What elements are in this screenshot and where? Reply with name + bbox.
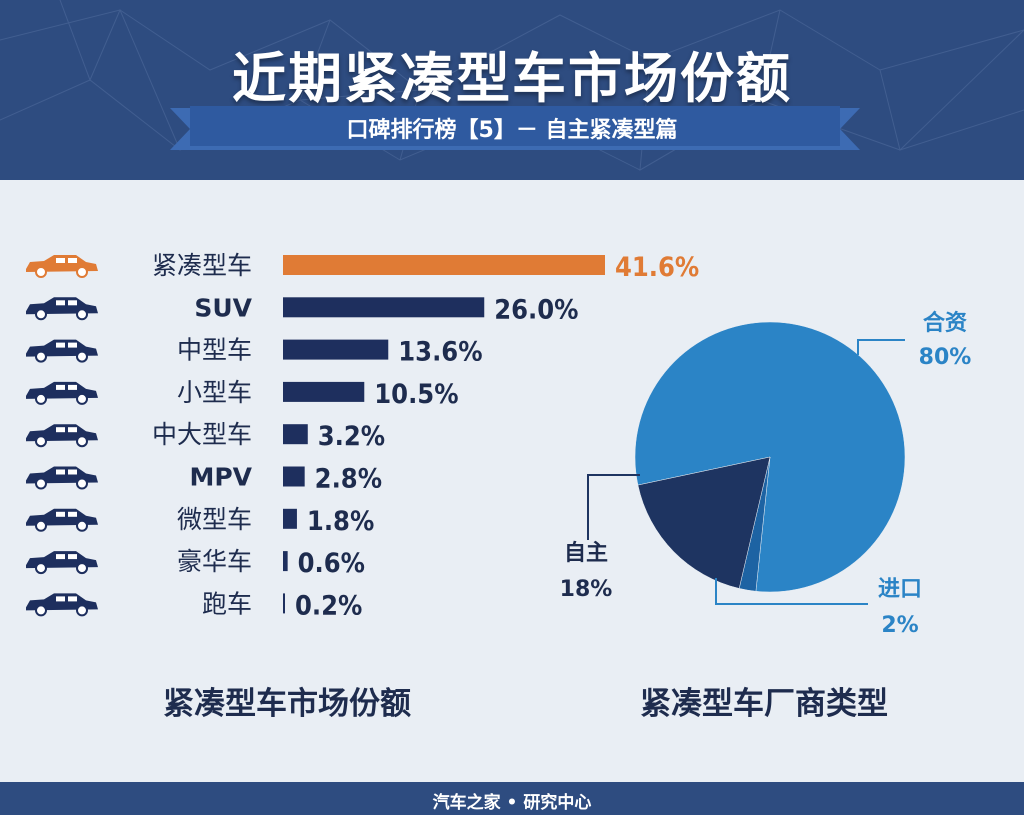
bar-value-label: 3.2% (318, 421, 385, 452)
pie-chart-title: 紧凑型车厂商类型 (640, 686, 888, 722)
pie-value-label: 2% (881, 613, 918, 638)
bar-mark (283, 339, 389, 360)
bar-category-label: SUV (194, 293, 252, 322)
pie-value-label: 18% (560, 577, 613, 602)
bar-mark (283, 424, 308, 445)
minicar-icon (26, 508, 98, 532)
bar-mark (283, 297, 485, 318)
pie-label: 合资 (923, 310, 967, 336)
bar-mark (283, 381, 365, 402)
pie-value-label: 80% (919, 345, 972, 370)
bar-value-label: 1.8% (307, 506, 374, 537)
bar-category-label: MPV (189, 463, 252, 492)
bar-value-label: 10.5% (374, 379, 458, 410)
header-banner: 近期紧凑型车市场份额 口碑排行榜【5】－ 自主紧凑型篇 (0, 0, 1024, 180)
hatchback-icon (26, 381, 98, 405)
bar-mark (283, 466, 305, 487)
bar-value-label: 13.6% (398, 337, 482, 368)
bar-value-label: 0.6% (298, 548, 365, 579)
bar-value-label: 41.6% (615, 252, 699, 283)
bar-mark (283, 255, 605, 275)
car-icon (26, 339, 98, 363)
bar-category-label: 豪华车 (177, 547, 252, 576)
pie-leader-line (857, 339, 905, 355)
suv-icon (26, 297, 98, 321)
charts-area: 紧凑型车 41.6% SUV 26.0% 中型车 13.6% 小型车 10.5% 中大型车 3.2… (26, 251, 972, 638)
page-title: 近期紧凑型车市场份额 (232, 47, 792, 110)
car-icon (26, 255, 98, 278)
bar-value-label: 0.2% (295, 590, 362, 621)
car-icon (26, 424, 98, 448)
page-subtitle: 口碑排行榜【5】－ 自主紧凑型篇 (346, 118, 678, 143)
bar-category-label: 微型车 (177, 505, 252, 534)
pie-slice (637, 456, 771, 589)
subtitle-ribbon (0, 106, 1024, 152)
bar-mark (283, 508, 297, 529)
footer-bar: 汽车之家 • 研究中心 (0, 782, 1024, 815)
bar-value-label: 2.8% (315, 464, 382, 495)
pie-label: 进口 (878, 577, 922, 602)
bar-mark (283, 593, 285, 614)
mpv-icon (26, 466, 98, 490)
pie-leader-line (715, 578, 868, 605)
bar-value-label: 26.0% (494, 294, 578, 325)
bar-category-label: 中型车 (177, 336, 252, 365)
pie-leader-line (587, 474, 640, 540)
bar-category-label: 小型车 (177, 378, 252, 407)
car-icon (26, 551, 98, 575)
bar-category-label: 跑车 (202, 589, 252, 618)
bar-category-label: 中大型车 (152, 420, 252, 449)
bar-category-label: 紧凑型车 (152, 251, 252, 280)
pie-label: 自主 (564, 540, 608, 566)
footer-credit: 汽车之家 • 研究中心 (432, 793, 592, 813)
sportscar-icon (26, 593, 98, 617)
bar-mark (283, 551, 288, 572)
bar-chart-title: 紧凑型车市场份额 (163, 686, 411, 722)
